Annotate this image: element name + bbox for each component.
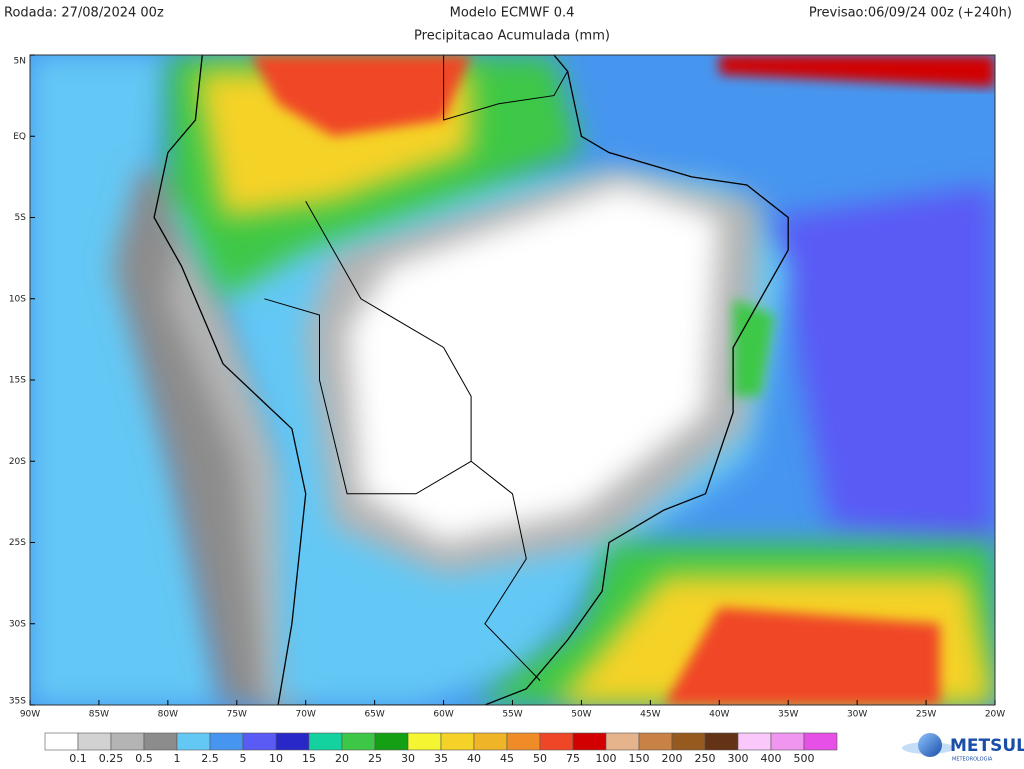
legend-label: 400 [761, 752, 782, 765]
lat-label: 30S [9, 619, 26, 629]
bahia-green [733, 298, 775, 397]
lon-label: 40W [709, 710, 729, 720]
lon-label: 30W [847, 710, 867, 720]
pacific-light [30, 55, 223, 705]
lat-label: 20S [9, 457, 26, 467]
border [264, 298, 472, 495]
legend-label: 500 [794, 752, 815, 765]
lon-label: 55W [502, 710, 522, 720]
legend-swatch [44, 732, 79, 751]
axes: 5N EQ 5S 10S 15S 20S 25S 30S 35S 90W 85W 80W 75W 70W 6… [9, 54, 1005, 720]
gray-light [167, 217, 306, 705]
model-title: Modelo ECMWF 0.4 [450, 6, 575, 21]
lat-label: 10S [9, 294, 26, 304]
legend-label: 5 [240, 752, 247, 765]
legend-swatch [704, 732, 739, 751]
run-label: Rodada: 27/08/2024 00z [4, 6, 164, 21]
legend-swatch [473, 732, 508, 751]
lon-label: 60W [433, 710, 453, 720]
legend-label: 15 [302, 752, 316, 765]
legend-label: 10 [269, 752, 283, 765]
lat-label: 15S [9, 376, 26, 386]
legend-swatch [539, 732, 574, 751]
legend-swatch [77, 732, 112, 751]
legend-swatch [275, 732, 310, 751]
legend-swatch [407, 732, 442, 751]
lon-label: 25W [916, 710, 936, 720]
legend-label: 30 [401, 752, 415, 765]
legend-swatch [803, 732, 838, 751]
coastline [153, 55, 789, 705]
lat-label: EQ [13, 132, 26, 142]
logo: METSUL METEOROLOGIA [902, 733, 1024, 763]
lat-label: 5N [14, 57, 26, 67]
legend-label: 40 [467, 752, 481, 765]
legend-label: 100 [596, 752, 617, 765]
forecast-label: Previsao:06/09/24 00z (+240h) [809, 6, 1012, 21]
border [443, 55, 569, 121]
logo-tagline: METEOROLOGIA [952, 757, 993, 763]
legend-swatch [209, 732, 244, 751]
lon-label: 50W [571, 710, 591, 720]
subtitle: Precipitacao Acumulada (mm) [414, 29, 610, 44]
lon-label: 75W [227, 710, 247, 720]
legend-swatch [176, 732, 211, 751]
legend-swatch [440, 732, 475, 751]
lon-label: 20W [985, 710, 1005, 720]
legend-swatch [374, 732, 409, 751]
legend-label: 50 [533, 752, 547, 765]
legend-label: 1 [174, 752, 181, 765]
legend-label: 45 [500, 752, 514, 765]
logo-name: METSUL [950, 736, 1024, 756]
legend-swatch [572, 732, 607, 751]
legend-label: 250 [695, 752, 716, 765]
legend-swatch [506, 732, 541, 751]
amazon-red [250, 55, 472, 137]
legend-label: 0.5 [135, 752, 153, 765]
legend-label: 300 [728, 752, 749, 765]
lon-label: 70W [296, 710, 316, 720]
legend-label: 75 [566, 752, 580, 765]
atlantic-south-red [664, 607, 940, 705]
atlantic-dark [774, 185, 995, 543]
lon-label: 80W [158, 710, 178, 720]
legend-swatch [242, 732, 277, 751]
land-dry [347, 185, 720, 543]
atlantic-north-red [719, 55, 995, 88]
legend-label: 0.25 [99, 752, 124, 765]
legend-swatch [638, 732, 673, 751]
legend-swatch [737, 732, 772, 751]
legend-label: 25 [368, 752, 382, 765]
legend-label: 2.5 [201, 752, 219, 765]
lon-label: 45W [640, 710, 660, 720]
legend-swatch [671, 732, 706, 751]
legend-swatch [308, 732, 343, 751]
legend-label: 20 [335, 752, 349, 765]
legend-swatch [770, 732, 805, 751]
logo-globe [918, 733, 942, 757]
legend-swatch [605, 732, 640, 751]
legend-swatch [110, 732, 145, 751]
precipitation-field [30, 55, 995, 705]
legend: 0.1 0.25 0.5 1 2.5 5 10 15 20 25 30 35 40 45 50 75 100 15… [44, 732, 838, 765]
legend-label: 200 [662, 752, 683, 765]
lon-label: 35W [778, 710, 798, 720]
legend-swatch [341, 732, 376, 751]
lat-label: 35S [9, 697, 26, 707]
lon-label: 65W [364, 710, 384, 720]
lon-label: 90W [20, 710, 40, 720]
lon-label: 85W [89, 710, 109, 720]
legend-swatch [143, 732, 178, 751]
lat-label: 5S [15, 213, 27, 223]
legend-label: 35 [434, 752, 448, 765]
legend-label: 0.1 [69, 752, 87, 765]
legend-label: 150 [629, 752, 650, 765]
lat-label: 25S [9, 538, 26, 548]
